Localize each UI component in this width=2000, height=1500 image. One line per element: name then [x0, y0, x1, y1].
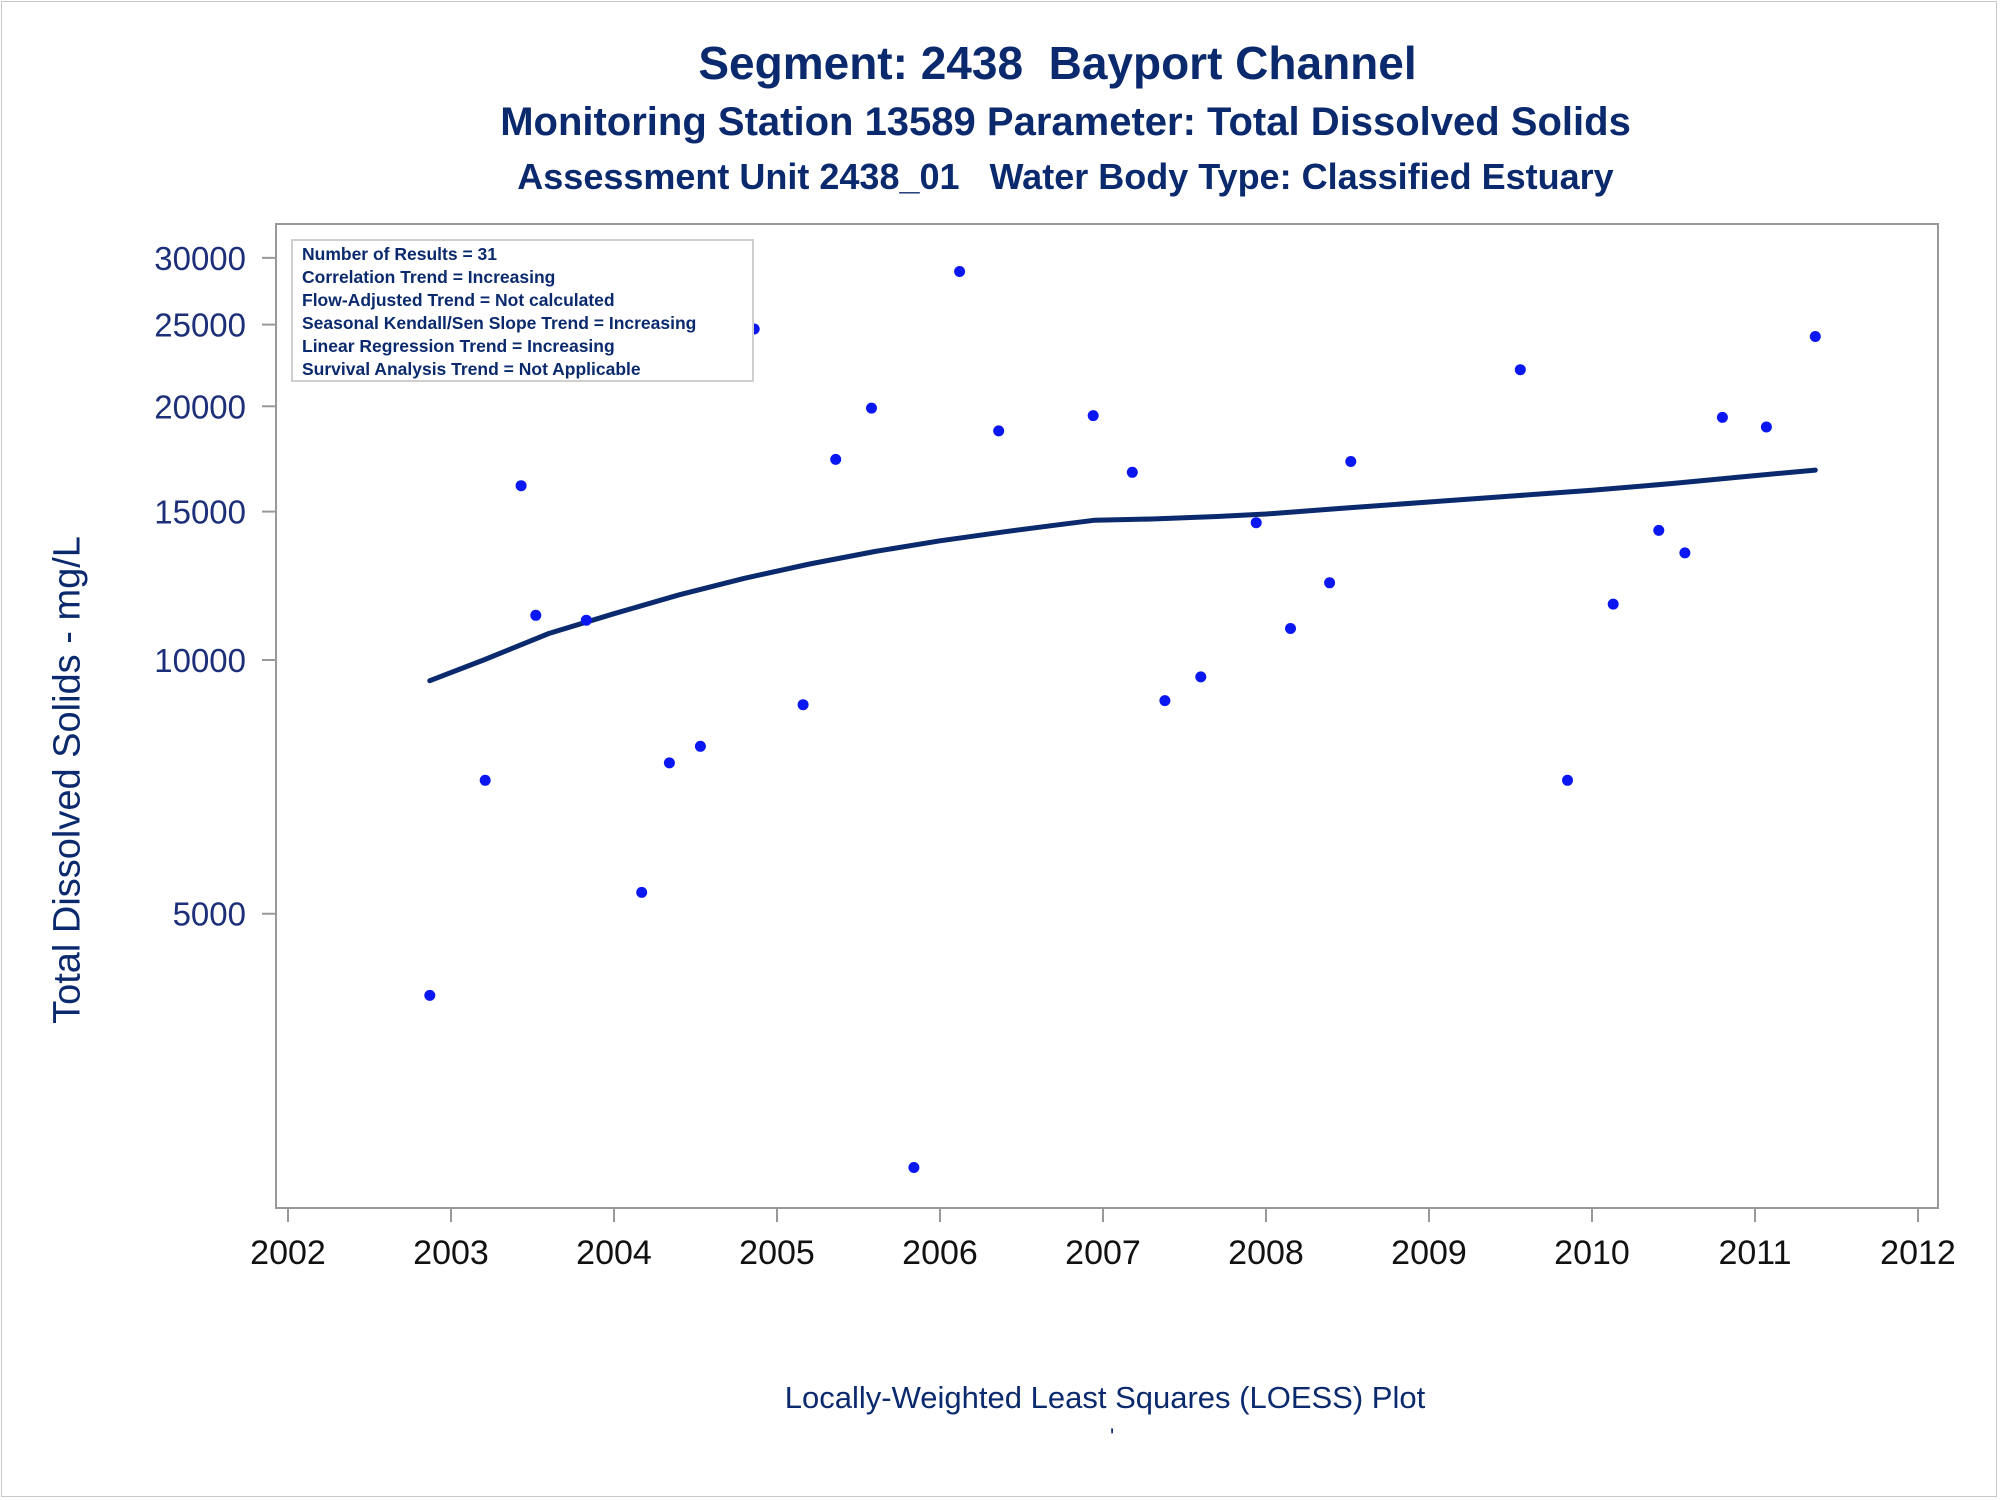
data-point: [1345, 456, 1357, 467]
data-point: [1285, 623, 1296, 634]
chart-subtitle-secondary: Assessment Unit 2438_01 Water Body Type:…: [517, 156, 1614, 197]
data-point: [636, 886, 648, 898]
x-tick-label: 2004: [576, 1234, 652, 1272]
data-point: [1195, 671, 1207, 683]
x-tick-label: 2002: [250, 1234, 326, 1272]
x-tick-label: 2008: [1228, 1234, 1304, 1272]
loess-curve: [427, 467, 1818, 684]
x-tick-label: 2006: [902, 1234, 978, 1272]
y-tick-label: 15000: [154, 494, 246, 531]
data-point: [1760, 421, 1772, 433]
data-point: [1087, 410, 1099, 422]
data-point: [515, 480, 527, 492]
data-point: [479, 774, 491, 786]
x-tick-label: 2005: [739, 1234, 815, 1272]
data-point: [580, 614, 592, 626]
data-point: [1159, 695, 1171, 707]
chart-subtitle: Monitoring Station 13589 Parameter: Tota…: [500, 100, 1631, 144]
data-point: [1607, 598, 1619, 610]
data-point: [866, 402, 877, 414]
x-tick-label: 2007: [1065, 1234, 1141, 1272]
data-point: [797, 699, 809, 711]
y-axis: 5000 10000 15000 20000 25000 30000: [154, 240, 276, 933]
plot-footnote: Locally-Weighted Least Squares (LOESS) P…: [784, 1380, 1426, 1415]
data-point: [830, 453, 842, 465]
data-point: [1809, 331, 1821, 342]
data-point: [1514, 364, 1526, 376]
data-point: [1324, 577, 1336, 589]
data-points: [424, 266, 1821, 1173]
stat-line: Correlation Trend = Increasing: [302, 267, 555, 287]
chart-title: Segment: 2438 Bayport Channel: [698, 37, 1417, 89]
data-point: [908, 1162, 920, 1173]
data-point: [1250, 517, 1262, 529]
data-point: [663, 757, 675, 769]
y-tick-label: 5000: [173, 896, 246, 933]
y-tick-label: 30000: [154, 240, 246, 277]
data-point: [954, 266, 966, 277]
data-point: [993, 425, 1005, 437]
footnote-mark: ': [1110, 1424, 1115, 1449]
x-tick-label: 2009: [1391, 1234, 1467, 1272]
x-axis: 2002 2003 2004 2005 2006 2007 2008 2009 2010 2011…: [250, 1208, 1956, 1272]
data-point: [694, 740, 706, 752]
stat-line: Survival Analysis Trend = Not Applicable: [302, 359, 641, 379]
x-tick-label: 2003: [413, 1234, 489, 1272]
stat-line: Flow-Adjusted Trend = Not calculated: [302, 290, 615, 310]
x-tick-label: 2012: [1880, 1234, 1956, 1272]
x-tick-label: 2010: [1554, 1234, 1630, 1272]
y-tick-label: 10000: [154, 642, 246, 679]
data-point: [1653, 524, 1665, 536]
y-tick-label: 25000: [154, 307, 246, 344]
trend-stats-box: Number of Results = 31 Correlation Trend …: [291, 239, 754, 382]
data-point: [1562, 774, 1573, 786]
stats-box-border: [291, 239, 754, 382]
loess-layer: [427, 467, 1818, 684]
stat-line: Linear Regression Trend = Increasing: [302, 336, 615, 356]
x-tick-label: 2011: [1718, 1234, 1791, 1272]
data-point: [1716, 411, 1728, 423]
data-point: [424, 989, 436, 1001]
data-point: [1126, 466, 1138, 478]
data-point: [1679, 547, 1691, 559]
data-point: [530, 609, 542, 621]
stat-line: Number of Results = 31: [302, 244, 497, 264]
y-tick-label: 20000: [154, 388, 246, 425]
plot-area: [275, 223, 1939, 1209]
stat-line: Seasonal Kendall/Sen Slope Trend = Incre…: [302, 313, 696, 333]
